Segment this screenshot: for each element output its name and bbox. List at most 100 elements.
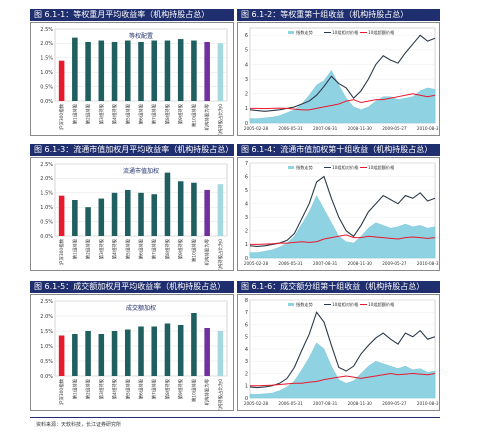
y-tick-label: 1.0% (40, 70, 53, 76)
y-tick-label: 0 (245, 121, 248, 127)
legend-label: 10组超额价格 (368, 164, 395, 171)
series-line-excess (250, 234, 436, 245)
panel-title: 图 6.1-1：等权重月平均收益率（机构持股占总） (30, 9, 234, 21)
bar (111, 41, 118, 101)
y-tick-label: 0.5% (40, 359, 53, 365)
series-area (249, 342, 436, 399)
x-tick-label: 第7组持股 (151, 238, 158, 259)
bar (204, 41, 210, 101)
x-tick-label: 第3组持股 (98, 238, 105, 259)
panel-title: 图 6.1-3：流通市值加权月平均收益率（机构持股占总） (30, 144, 234, 156)
line-chart-6: 0 1 2 3 4 5 6 7 8 2005-02-28 2006-05-31 2007-08-31 2… (244, 298, 439, 406)
bar (58, 60, 65, 101)
series-line-excess (250, 93, 436, 111)
x-tick-label: 第8组持股 (164, 238, 171, 259)
y-tick-label: 6 (245, 174, 248, 180)
y-tick-label: 4 (245, 202, 248, 208)
x-tick-label: 第5组持股 (124, 238, 131, 259)
bar (204, 189, 210, 236)
x-tick-label: 第2组持股 (85, 378, 92, 399)
bar (124, 329, 131, 376)
x-tick-label: 机构持股占比为0 (217, 239, 224, 270)
y-tick-label: 6 (245, 322, 248, 328)
x-tick-label: 机构持股为零 (204, 378, 211, 405)
x-tick-label: 第4组持股 (111, 103, 118, 124)
x-tick-label: 第10组持股 (190, 238, 197, 262)
panel-title: 图 6.1-6：成交额分组第十组收益（机构持股占总） (237, 281, 440, 293)
bar (191, 40, 197, 101)
legend-label: 指数走势 (296, 164, 314, 171)
x-tick-label: 第2组持股 (85, 103, 92, 124)
y-tick-label: 2.5% (40, 162, 53, 168)
x-tick-label: 机构持股为零 (204, 103, 211, 130)
chart-panel-5: 图 6.1-5：成交额加权月平均收益率（机构持股占总） 0.0% 0.5% 1.0%… (30, 281, 234, 411)
bar (85, 207, 91, 236)
bar (138, 192, 144, 236)
y-tick-label: 5 (245, 188, 248, 194)
y-tick-label: 1 (245, 384, 248, 390)
y-tick-label: 2 (245, 229, 248, 235)
x-tick-label: 沪深300指数 (58, 238, 65, 265)
figure-frame: 0.0% 0.5% 1.0% 1.5% 2.0% 2.5% 成交额加权 沪深300指数 第1组持… (30, 294, 234, 411)
bar (217, 331, 224, 376)
bar (217, 43, 224, 101)
x-tick-label: 2009-05-27 (382, 401, 407, 406)
chart-panel-2: 图 6.1-2：等权重第十组收益（机构持股占总） 0 1 2 3 4 5 6 2005-02-… (237, 9, 440, 136)
source-note: 资料来源：天软科技，长江证券研究所 (36, 422, 122, 428)
figure-frame: 0 1 2 3 4 5 6 7 8 2005-02-28 2006-05-31 2007-08-31 2… (237, 294, 440, 411)
y-tick-label: 1 (245, 242, 248, 248)
series-line-relative (249, 311, 436, 389)
y-tick-label: 1.0% (40, 344, 53, 350)
x-tick-label: 第1组持股 (71, 378, 78, 399)
bar (191, 313, 197, 376)
x-tick-label: 2005-02-28 (244, 261, 269, 266)
y-tick-label: 2.0% (40, 176, 53, 182)
x-tick-label: 2007-08-31 (313, 261, 338, 266)
y-tick-label: 2.0% (40, 41, 53, 47)
y-tick-label: 0.0% (40, 99, 53, 105)
x-tick-label: 2008-11-30 (348, 126, 373, 131)
y-tick-label: 5 (245, 335, 248, 341)
x-tick-label: 第5组持股 (124, 103, 131, 124)
bar (111, 331, 118, 376)
bar (217, 184, 224, 236)
x-tick-label: 第3组持股 (98, 378, 105, 399)
x-tick-label: 2007-08-31 (313, 126, 338, 131)
series-area (249, 69, 436, 124)
bar (98, 334, 105, 376)
y-tick-label: 1.5% (40, 191, 53, 197)
x-tick-label: 第4组持股 (111, 378, 118, 399)
y-tick-label: 3 (245, 77, 248, 83)
y-tick-label: 2 (245, 92, 248, 98)
y-tick-label: 1.5% (40, 329, 53, 335)
y-tick-label: 0.5% (40, 84, 53, 90)
bar (138, 326, 144, 376)
figure-frame: 0.0% 0.5% 1.0% 1.5% 2.0% 2.5% 流通市值加权 沪深300指数 第1组… (30, 157, 234, 271)
bar (164, 323, 171, 376)
x-tick-label: 第9组持股 (177, 378, 184, 399)
x-tick-label: 2010-08-31 (417, 261, 439, 266)
y-tick-label: 0.0% (40, 234, 53, 240)
y-tick-label: 0.0% (40, 374, 53, 380)
x-tick-label: 第8组持股 (164, 378, 171, 399)
x-tick-label: 第6组持股 (138, 378, 145, 399)
x-tick-label: 第7组持股 (151, 378, 158, 399)
x-tick-label: 机构持股占比为0 (217, 379, 224, 410)
x-tick-label: 第10组持股 (190, 378, 197, 402)
chart-title: 流通市值加权 (123, 167, 159, 175)
chart-panel-1: 图 6.1-1：等权重月平均收益率（机构持股占总） 0.0% 0.5% 1.0% 1.… (30, 9, 234, 136)
legend-label: 指数走势 (296, 29, 314, 36)
panel-title: 图 6.1-5：成交额加权月平均收益率（机构持股占总） (30, 281, 234, 293)
y-tick-label: 4 (245, 62, 248, 68)
x-tick-label: 第4组持股 (111, 238, 118, 259)
x-tick-label: 沪深300指数 (58, 378, 65, 405)
y-tick-label: 7 (245, 161, 248, 167)
bar (98, 198, 105, 236)
chart-title: 成交额加权 (126, 304, 156, 312)
x-tick-label: 2010-08-31 (417, 401, 439, 406)
bar (72, 200, 78, 236)
y-tick-label: 1.0% (40, 205, 53, 211)
bar (177, 39, 184, 101)
bar (177, 181, 184, 236)
